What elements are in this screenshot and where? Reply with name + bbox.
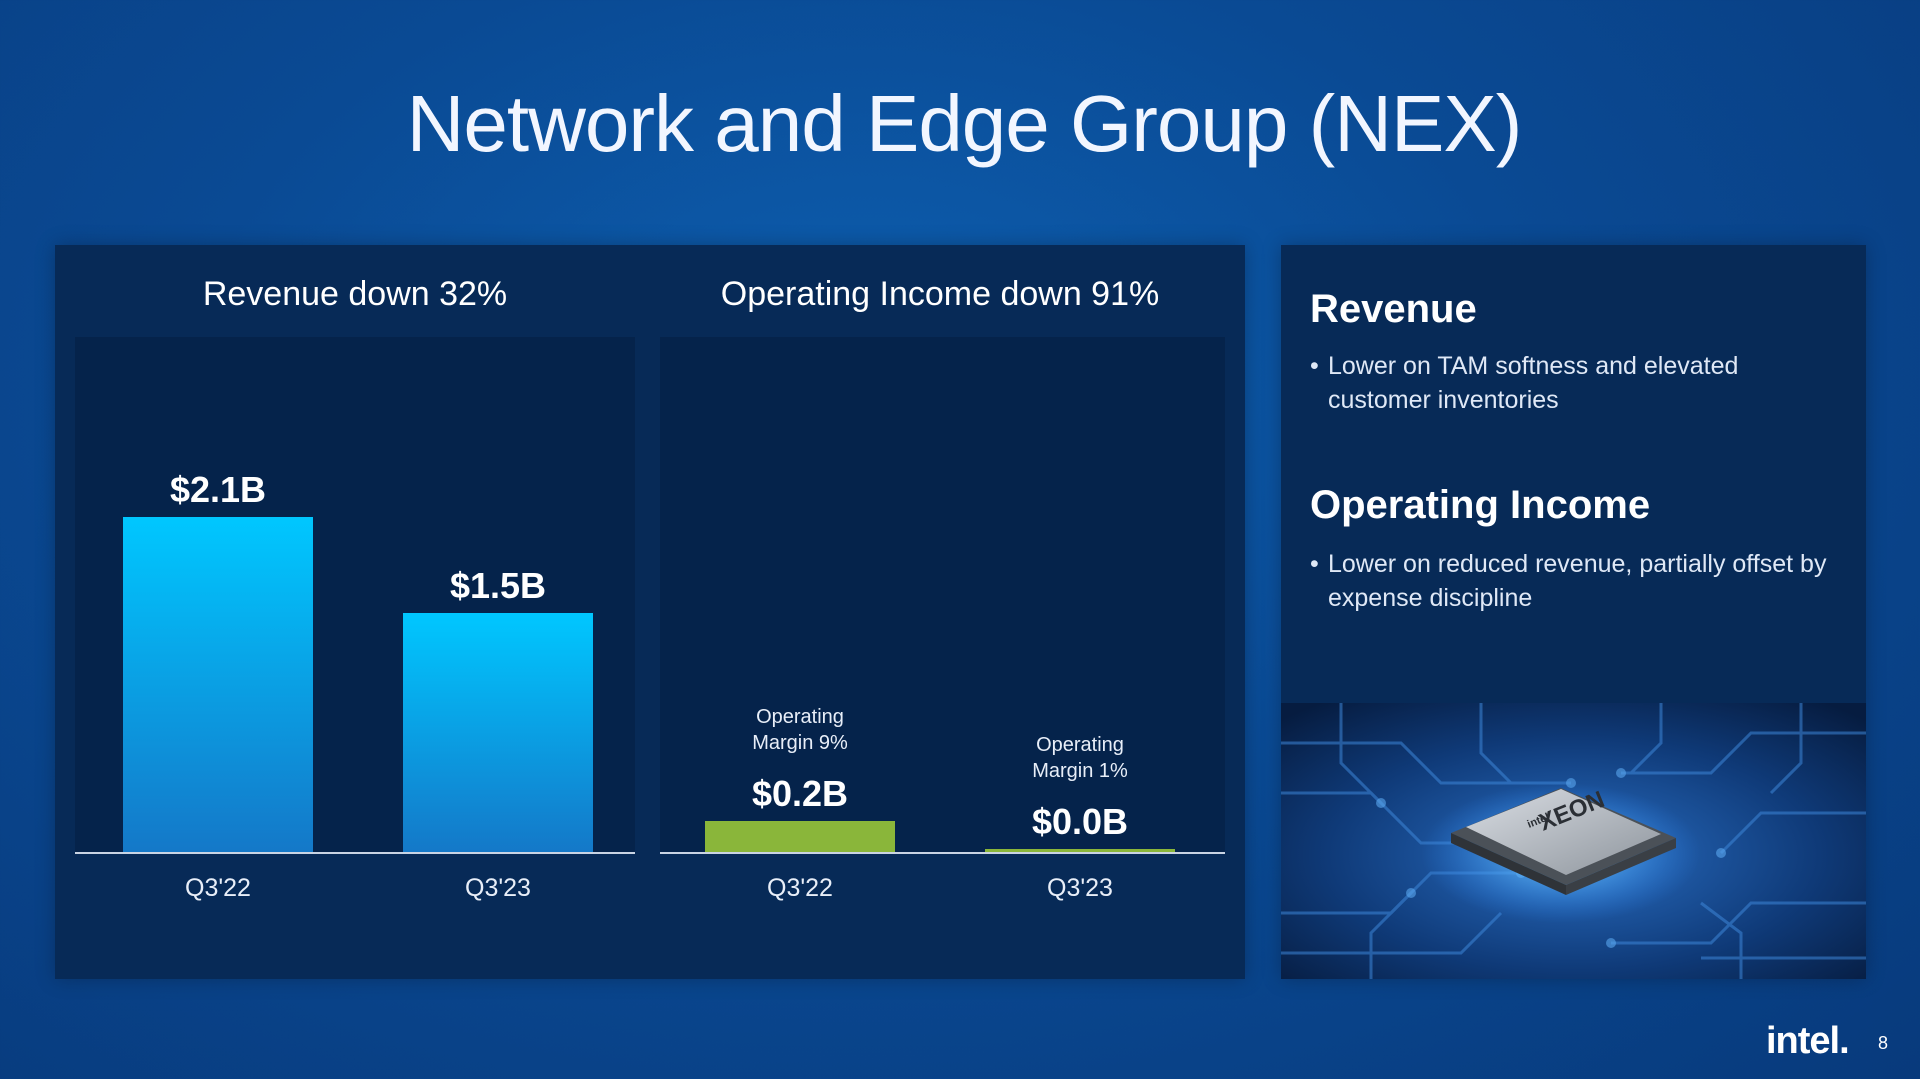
revenue-x-tick-q3-23: Q3'23 [465, 874, 531, 902]
income-chart-title: Operating Income down 91% [720, 275, 1160, 313]
revenue-value-label-q3-22: $2.1B [170, 469, 266, 510]
income-bar-q3-22 [705, 821, 895, 853]
charts-panel: Revenue down 32% Operating Income down 9… [55, 245, 1245, 979]
income-bar-q3-23 [985, 849, 1175, 853]
revenue-x-tick-q3-22: Q3'22 [185, 874, 251, 902]
income-annotation-line1-q3-22: Operating [756, 706, 844, 728]
income-x-tick-q3-23: Q3'23 [1047, 874, 1113, 902]
income-x-tick-q3-22: Q3'22 [767, 874, 833, 902]
revenue-value-label-q3-23: $1.5B [450, 565, 546, 606]
xeon-chip-image: intel XEON [1281, 703, 1866, 979]
income-annotation-line2-q3-23: Margin 1% [1032, 760, 1128, 782]
circuit-traces [1281, 703, 1866, 979]
income-plot-area [660, 337, 1225, 852]
operating-income-heading: Operating Income [1310, 483, 1651, 527]
revenue-bar-q3-22 [123, 517, 313, 853]
chip-heat-spreader [1466, 789, 1661, 875]
income-value-label-q3-22: $0.2B [752, 773, 848, 814]
revenue-chart-title: Revenue down 32% [202, 275, 508, 313]
commentary-panel: Revenue Lower on TAM softness and elevat… [1281, 245, 1866, 979]
page-title: Network and Edge Group (NEX) [406, 79, 1523, 168]
intel-logo: intel. [1766, 1020, 1850, 1062]
operating-income-bullet: Lower on reduced revenue, partially offs… [1310, 547, 1840, 615]
revenue-bar-q3-23 [403, 613, 593, 853]
income-annotation-line2-q3-22: Margin 9% [752, 732, 848, 754]
charts-canvas: $2.1B Q3'22 $1.5B Q3'23 $0.2B Operating Margin… [75, 469, 1225, 902]
page-number: 8 [1878, 1033, 1889, 1053]
revenue-heading: Revenue [1310, 287, 1477, 331]
revenue-bullet: Lower on TAM softness and elevated custo… [1310, 349, 1840, 417]
income-annotation-line1-q3-23: Operating [1036, 734, 1124, 756]
income-value-label-q3-23: $0.0B [1032, 801, 1128, 842]
